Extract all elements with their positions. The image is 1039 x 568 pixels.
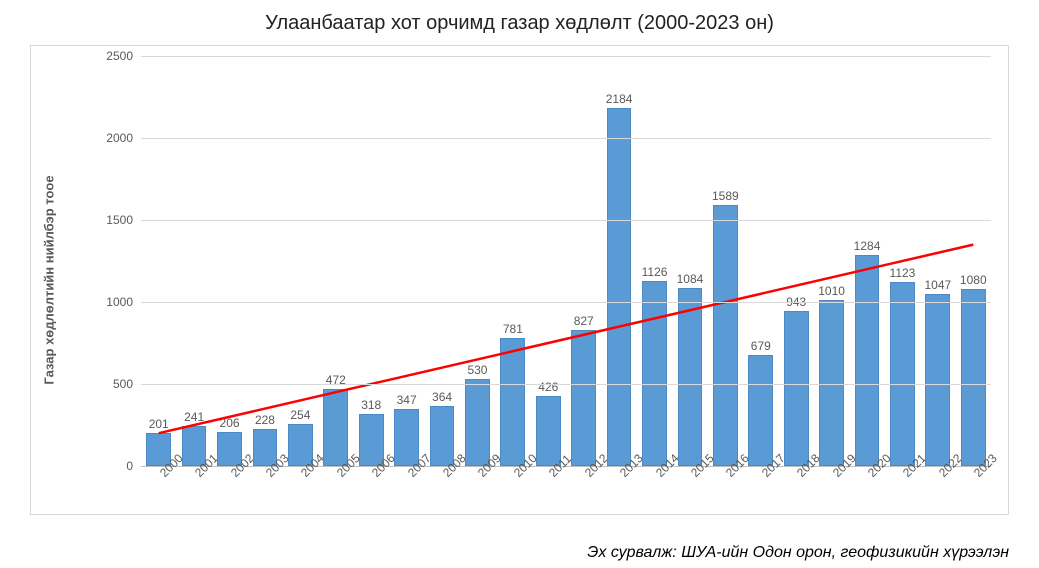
bar-slot: 2282003 [247, 56, 282, 466]
bar-slot: 11262014 [637, 56, 672, 466]
bar-slot: 2412001 [176, 56, 211, 466]
bar-value-label: 827 [574, 314, 594, 328]
bar-slot: 4262011 [531, 56, 566, 466]
ytick-label: 2500 [106, 49, 141, 63]
bar [465, 379, 490, 466]
bar-value-label: 1010 [818, 284, 845, 298]
bar-value-label: 318 [361, 398, 381, 412]
bar-slot: 2012000 [141, 56, 176, 466]
bar [961, 289, 986, 466]
bar-slot: 3472007 [389, 56, 424, 466]
bar-value-label: 347 [397, 393, 417, 407]
y-axis-title: Газар хөдлөлтийн нийлбэр тоое [42, 175, 57, 384]
bar [855, 255, 880, 466]
ytick-label: 1500 [106, 213, 141, 227]
bar [890, 282, 915, 466]
bar-slot: 9432018 [779, 56, 814, 466]
gridline [141, 302, 991, 303]
bar-value-label: 1126 [642, 265, 668, 279]
bar-value-label: 2184 [606, 92, 633, 106]
gridline [141, 138, 991, 139]
bar-slot: 7812010 [495, 56, 530, 466]
gridline [141, 220, 991, 221]
bar [748, 355, 773, 466]
bar [430, 406, 455, 466]
bar [678, 288, 703, 466]
bar [571, 330, 596, 466]
bar-slot: 10102019 [814, 56, 849, 466]
bar-value-label: 364 [432, 390, 452, 404]
bar-slot: 4722005 [318, 56, 353, 466]
bar-value-label: 530 [467, 363, 487, 377]
bar-slot: 6792017 [743, 56, 778, 466]
chart-frame: Газар хөдлөлтийн нийлбэр тоое 2012000241… [30, 45, 1009, 515]
ytick-label: 1000 [106, 295, 141, 309]
bars-layer: 2012000241200120620022282003254200447220… [141, 56, 991, 466]
bar-value-label: 206 [220, 416, 240, 430]
bar-slot: 3182006 [354, 56, 389, 466]
bar [713, 205, 738, 466]
bar-value-label: 426 [538, 380, 558, 394]
bar-value-label: 1084 [677, 272, 704, 286]
bar-value-label: 1589 [712, 189, 739, 203]
bar-slot: 2542004 [283, 56, 318, 466]
bar-value-label: 201 [149, 417, 169, 431]
bar [607, 108, 632, 466]
bar-value-label: 241 [184, 410, 204, 424]
bar-slot: 15892016 [708, 56, 743, 466]
source-note: Эх сурвалж: ШУА-ийн Одон орон, геофизики… [587, 544, 1009, 562]
chart-title: Улаанбаатар хот орчимд газар хөдлөлт (20… [0, 0, 1039, 45]
bar-slot: 11232021 [885, 56, 920, 466]
bar [784, 311, 809, 466]
bar-slot: 2062002 [212, 56, 247, 466]
bar-value-label: 1284 [854, 239, 881, 253]
bar-value-label: 1123 [890, 266, 916, 280]
bar-slot: 12842020 [849, 56, 884, 466]
bar-value-label: 228 [255, 413, 275, 427]
bar-value-label: 1080 [960, 273, 987, 287]
bar-slot: 10802023 [956, 56, 991, 466]
bar [323, 389, 348, 466]
bar-slot: 3642008 [424, 56, 459, 466]
bar [925, 294, 950, 466]
plot-area: 2012000241200120620022282003254200447220… [141, 56, 991, 467]
bar [500, 338, 525, 466]
bar-slot: 10472022 [920, 56, 955, 466]
bar [394, 409, 419, 466]
ytick-label: 500 [113, 377, 141, 391]
gridline [141, 384, 991, 385]
bar-value-label: 679 [751, 339, 771, 353]
bar [536, 396, 561, 466]
bar-value-label: 781 [503, 322, 523, 336]
bar [642, 281, 667, 466]
bar-value-label: 1047 [925, 278, 952, 292]
bar-slot: 21842013 [601, 56, 636, 466]
bar-slot: 8272012 [566, 56, 601, 466]
ytick-label: 2000 [106, 131, 141, 145]
bar-slot: 10842015 [672, 56, 707, 466]
bar-value-label: 254 [290, 408, 310, 422]
gridline [141, 56, 991, 57]
ytick-label: 0 [126, 459, 141, 473]
bar-slot: 5302009 [460, 56, 495, 466]
